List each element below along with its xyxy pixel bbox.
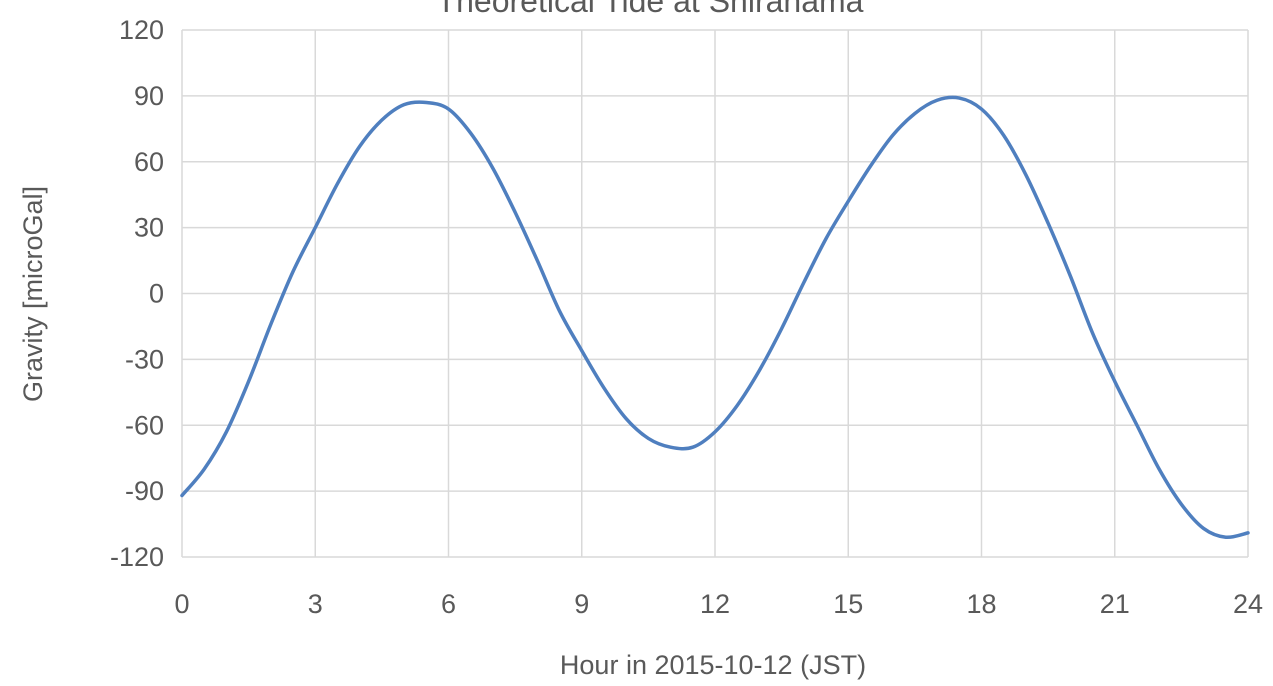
x-tick-label: 24 (1233, 589, 1263, 619)
x-tick-label: 18 (966, 589, 996, 619)
x-tick-label: 21 (1100, 589, 1130, 619)
gridlines (181, 29, 1249, 558)
y-tick-label: 60 (134, 147, 164, 177)
x-tick-label: 6 (441, 589, 456, 619)
x-tick-label: 3 (308, 589, 323, 619)
y-axis-title: Gravity [microGal] (18, 186, 48, 402)
chart-title: Theoretical Tide at Shirahama (437, 0, 864, 19)
x-axis-title: Hour in 2015-10-12 (JST) (560, 650, 866, 680)
y-tick-label: -60 (125, 410, 164, 440)
series-line (180, 95, 1250, 540)
x-tick-labels: 0 3 6 9 12 15 18 21 24 (174, 589, 1263, 619)
y-tick-label: -120 (110, 542, 164, 572)
x-tick-label: 15 (833, 589, 863, 619)
y-tick-label: 90 (134, 81, 164, 111)
series-layer (180, 95, 1250, 540)
y-tick-label: 30 (134, 213, 164, 243)
x-tick-label: 9 (574, 589, 589, 619)
y-tick-label: -30 (125, 344, 164, 374)
x-tick-label: 12 (700, 589, 730, 619)
y-tick-label: -90 (125, 476, 164, 506)
y-tick-labels: -120 -90 -60 -30 0 30 60 90 120 (110, 15, 164, 572)
y-tick-label: 0 (149, 279, 164, 309)
y-tick-label: 120 (119, 15, 164, 45)
x-tick-label: 0 (174, 589, 189, 619)
